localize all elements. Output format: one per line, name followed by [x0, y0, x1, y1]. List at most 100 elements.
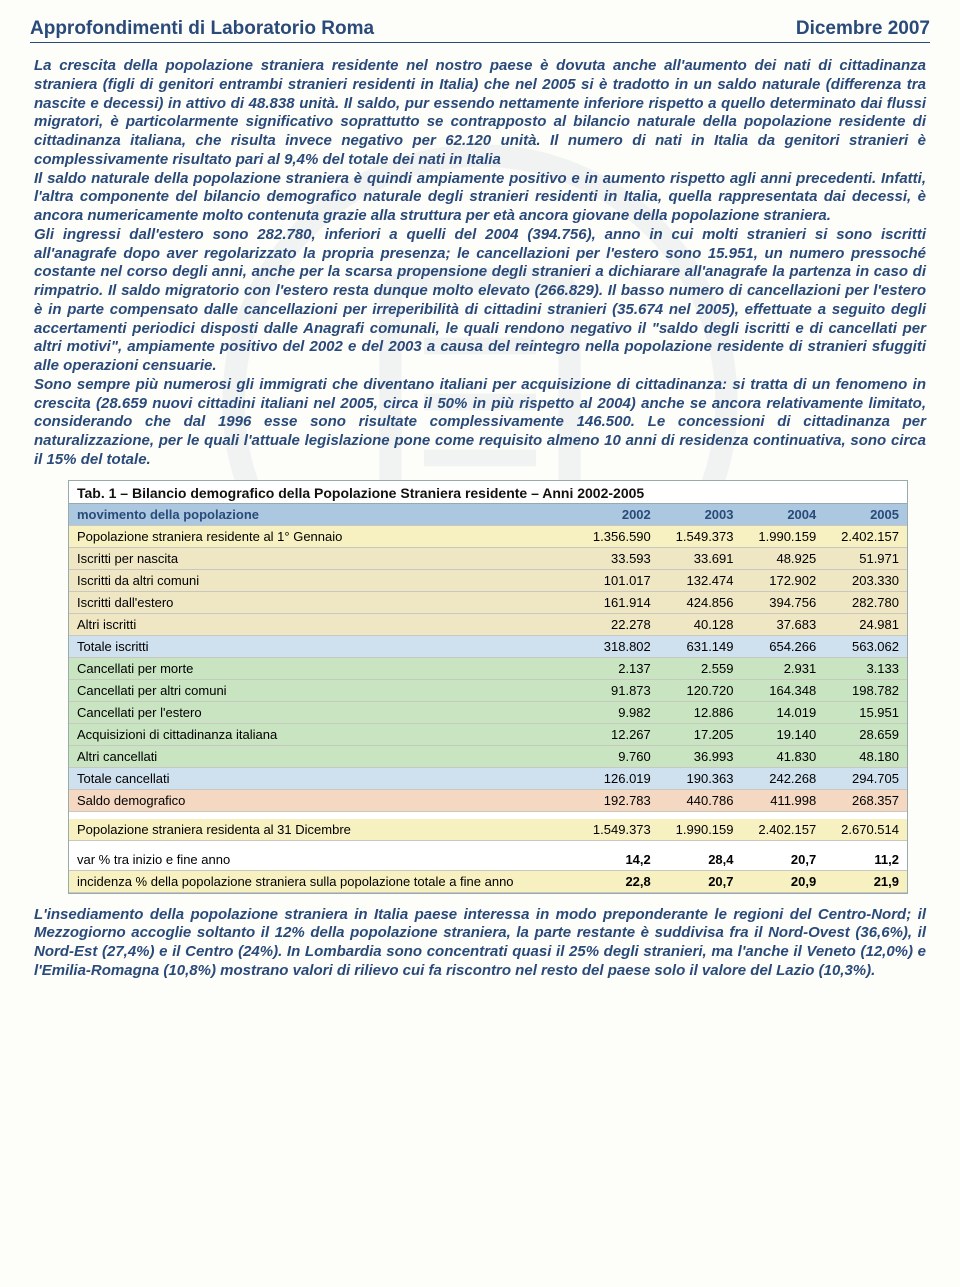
row-value: 203.330 [824, 569, 907, 591]
row-value: 9.982 [576, 701, 659, 723]
row-value: 3.133 [824, 657, 907, 679]
table-row: Altri iscritti22.27840.12837.68324.981 [69, 613, 907, 635]
row-value: 1.990.159 [742, 525, 825, 547]
row-value: 631.149 [659, 635, 742, 657]
row-value: 394.756 [742, 591, 825, 613]
row-value: 40.128 [659, 613, 742, 635]
col-2005: 2005 [824, 504, 907, 526]
row-value: 51.971 [824, 547, 907, 569]
row-value: 164.348 [742, 679, 825, 701]
table-row: Cancellati per l'estero9.98212.88614.019… [69, 701, 907, 723]
row-label: Iscritti dall'estero [69, 591, 576, 613]
row-value: 268.357 [824, 789, 907, 811]
col-2004: 2004 [742, 504, 825, 526]
row-value: 654.266 [742, 635, 825, 657]
table-row: Popolazione straniera residente al 1° Ge… [69, 525, 907, 547]
table-row: Saldo demografico192.783440.786411.99826… [69, 789, 907, 811]
row-value: 28.659 [824, 723, 907, 745]
row-value: 161.914 [576, 591, 659, 613]
table-title: Tab. 1 – Bilancio demografico della Popo… [69, 481, 907, 504]
row-value: 91.873 [576, 679, 659, 701]
row-value: 2.559 [659, 657, 742, 679]
row-value: 424.856 [659, 591, 742, 613]
row-value: 172.902 [742, 569, 825, 591]
row-label: Cancellati per l'estero [69, 701, 576, 723]
row-value: 36.993 [659, 745, 742, 767]
row-value: 14,2 [576, 849, 659, 871]
table-row: Acquisizioni di cittadinanza italiana12.… [69, 723, 907, 745]
row-value: 2.402.157 [742, 819, 825, 841]
row-value: 22,8 [576, 870, 659, 892]
row-label: Totale iscritti [69, 635, 576, 657]
body-paragraph-1: La crescita della popolazione straniera … [34, 57, 926, 470]
row-value: 15.951 [824, 701, 907, 723]
row-value: 20,7 [659, 870, 742, 892]
table-header-row: movimento della popolazione 2002 2003 20… [69, 504, 907, 526]
col-2002: 2002 [576, 504, 659, 526]
col-label: movimento della popolazione [69, 504, 576, 526]
row-value: 28,4 [659, 849, 742, 871]
row-value: 192.783 [576, 789, 659, 811]
row-value: 1.549.373 [576, 819, 659, 841]
row-value: 41.830 [742, 745, 825, 767]
row-value: 2.670.514 [824, 819, 907, 841]
row-value: 37.683 [742, 613, 825, 635]
row-value: 12.267 [576, 723, 659, 745]
table-row: Cancellati per altri comuni91.873120.720… [69, 679, 907, 701]
table-row: var % tra inizio e fine anno14,228,420,7… [69, 849, 907, 871]
row-label: Acquisizioni di cittadinanza italiana [69, 723, 576, 745]
body-paragraph-2: L'insediamento della popolazione stranie… [34, 906, 926, 981]
row-value: 132.474 [659, 569, 742, 591]
row-value: 33.593 [576, 547, 659, 569]
row-value: 294.705 [824, 767, 907, 789]
table-row: Iscritti dall'estero161.914424.856394.75… [69, 591, 907, 613]
table-row: Totale iscritti318.802631.149654.266563.… [69, 635, 907, 657]
row-label: Altri iscritti [69, 613, 576, 635]
row-label: Cancellati per morte [69, 657, 576, 679]
row-value: 21,9 [824, 870, 907, 892]
row-value: 12.886 [659, 701, 742, 723]
row-value: 1.990.159 [659, 819, 742, 841]
row-value: 11,2 [824, 849, 907, 871]
row-value: 14.019 [742, 701, 825, 723]
row-value: 33.691 [659, 547, 742, 569]
row-value: 48.180 [824, 745, 907, 767]
row-label: Cancellati per altri comuni [69, 679, 576, 701]
row-value: 20,9 [742, 870, 825, 892]
row-label: Iscritti per nascita [69, 547, 576, 569]
row-value: 440.786 [659, 789, 742, 811]
row-value: 190.363 [659, 767, 742, 789]
table-row: Cancellati per morte2.1372.5592.9313.133 [69, 657, 907, 679]
row-value: 1.549.373 [659, 525, 742, 547]
row-value: 1.356.590 [576, 525, 659, 547]
row-label: Altri cancellati [69, 745, 576, 767]
row-value: 411.998 [742, 789, 825, 811]
row-value: 126.019 [576, 767, 659, 789]
row-value: 282.780 [824, 591, 907, 613]
row-value: 24.981 [824, 613, 907, 635]
row-value: 318.802 [576, 635, 659, 657]
col-2003: 2003 [659, 504, 742, 526]
row-label: Iscritti da altri comuni [69, 569, 576, 591]
row-value: 22.278 [576, 613, 659, 635]
table-row: Iscritti per nascita33.59333.69148.92551… [69, 547, 907, 569]
row-value: 9.760 [576, 745, 659, 767]
row-value: 2.402.157 [824, 525, 907, 547]
row-value: 19.140 [742, 723, 825, 745]
row-label: Popolazione straniera residenta al 31 Di… [69, 819, 576, 841]
demographic-table: movimento della popolazione 2002 2003 20… [69, 504, 907, 893]
page-header: Approfondimenti di Laboratorio Roma Dice… [30, 18, 930, 43]
row-label: var % tra inizio e fine anno [69, 849, 576, 871]
row-value: 242.268 [742, 767, 825, 789]
row-value: 2.137 [576, 657, 659, 679]
table-row: Altri cancellati9.76036.99341.83048.180 [69, 745, 907, 767]
row-value: 101.017 [576, 569, 659, 591]
row-value: 563.062 [824, 635, 907, 657]
row-label: Popolazione straniera residente al 1° Ge… [69, 525, 576, 547]
header-left: Approfondimenti di Laboratorio Roma [30, 18, 374, 40]
row-value: 120.720 [659, 679, 742, 701]
row-value: 2.931 [742, 657, 825, 679]
table-row: incidenza % della popolazione straniera … [69, 870, 907, 892]
table-row: Iscritti da altri comuni101.017132.47417… [69, 569, 907, 591]
header-right: Dicembre 2007 [796, 18, 930, 40]
